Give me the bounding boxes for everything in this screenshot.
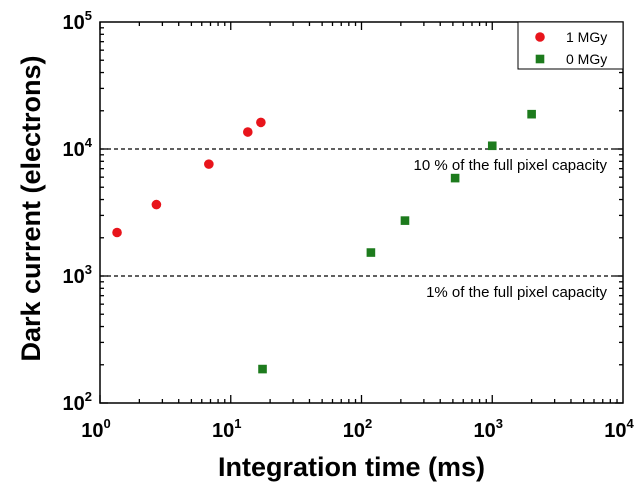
data-point-0mgy bbox=[400, 216, 410, 225]
tick-labels: 100 101 102 103 104 102 103 104 105 bbox=[63, 8, 635, 442]
legend-label-1mgy: 1 MGy bbox=[566, 29, 607, 45]
y-tick-label: 102 bbox=[63, 389, 92, 415]
legend-box bbox=[517, 21, 624, 70]
x-tick-label: 104 bbox=[604, 416, 634, 442]
x-tick-label: 102 bbox=[343, 416, 372, 442]
legend: 1 MGy 0 MGy bbox=[517, 21, 624, 70]
data-point-0mgy bbox=[366, 248, 376, 257]
data-point-0mgy bbox=[527, 109, 536, 119]
reference-lines: 10 % of the full pixel capacity 1% of the… bbox=[100, 148, 623, 301]
reference-line-label: 10 % of the full pixel capacity bbox=[414, 157, 608, 174]
y-axis-title: Dark current (electrons) bbox=[16, 55, 46, 361]
y-tick-label: 104 bbox=[63, 135, 93, 161]
y-tick-label: 103 bbox=[63, 262, 92, 288]
data-point-0mgy bbox=[258, 364, 267, 374]
data-point-1mgy bbox=[256, 117, 266, 128]
legend-marker-1mgy bbox=[535, 32, 545, 42]
data-point-0mgy bbox=[450, 173, 460, 183]
data-markers bbox=[112, 109, 536, 374]
data-point-0mgy bbox=[487, 141, 497, 151]
data-point-1mgy bbox=[204, 159, 214, 169]
axis-ticks bbox=[99, 22, 623, 404]
data-point-1mgy bbox=[151, 199, 162, 210]
legend-label-0mgy: 0 MGy bbox=[566, 51, 607, 67]
x-tick-label: 101 bbox=[212, 416, 241, 442]
data-point-1mgy bbox=[112, 227, 122, 238]
data-point-1mgy bbox=[242, 127, 253, 137]
y-tick-label: 105 bbox=[63, 8, 92, 34]
x-tick-label: 100 bbox=[81, 416, 110, 442]
x-axis-title: Integration time (ms) bbox=[218, 452, 485, 482]
x-tick-label: 103 bbox=[474, 416, 503, 442]
legend-marker-0mgy bbox=[535, 54, 545, 64]
plot-frame bbox=[99, 21, 624, 404]
reference-line-label: 1% of the full pixel capacity bbox=[426, 284, 607, 301]
